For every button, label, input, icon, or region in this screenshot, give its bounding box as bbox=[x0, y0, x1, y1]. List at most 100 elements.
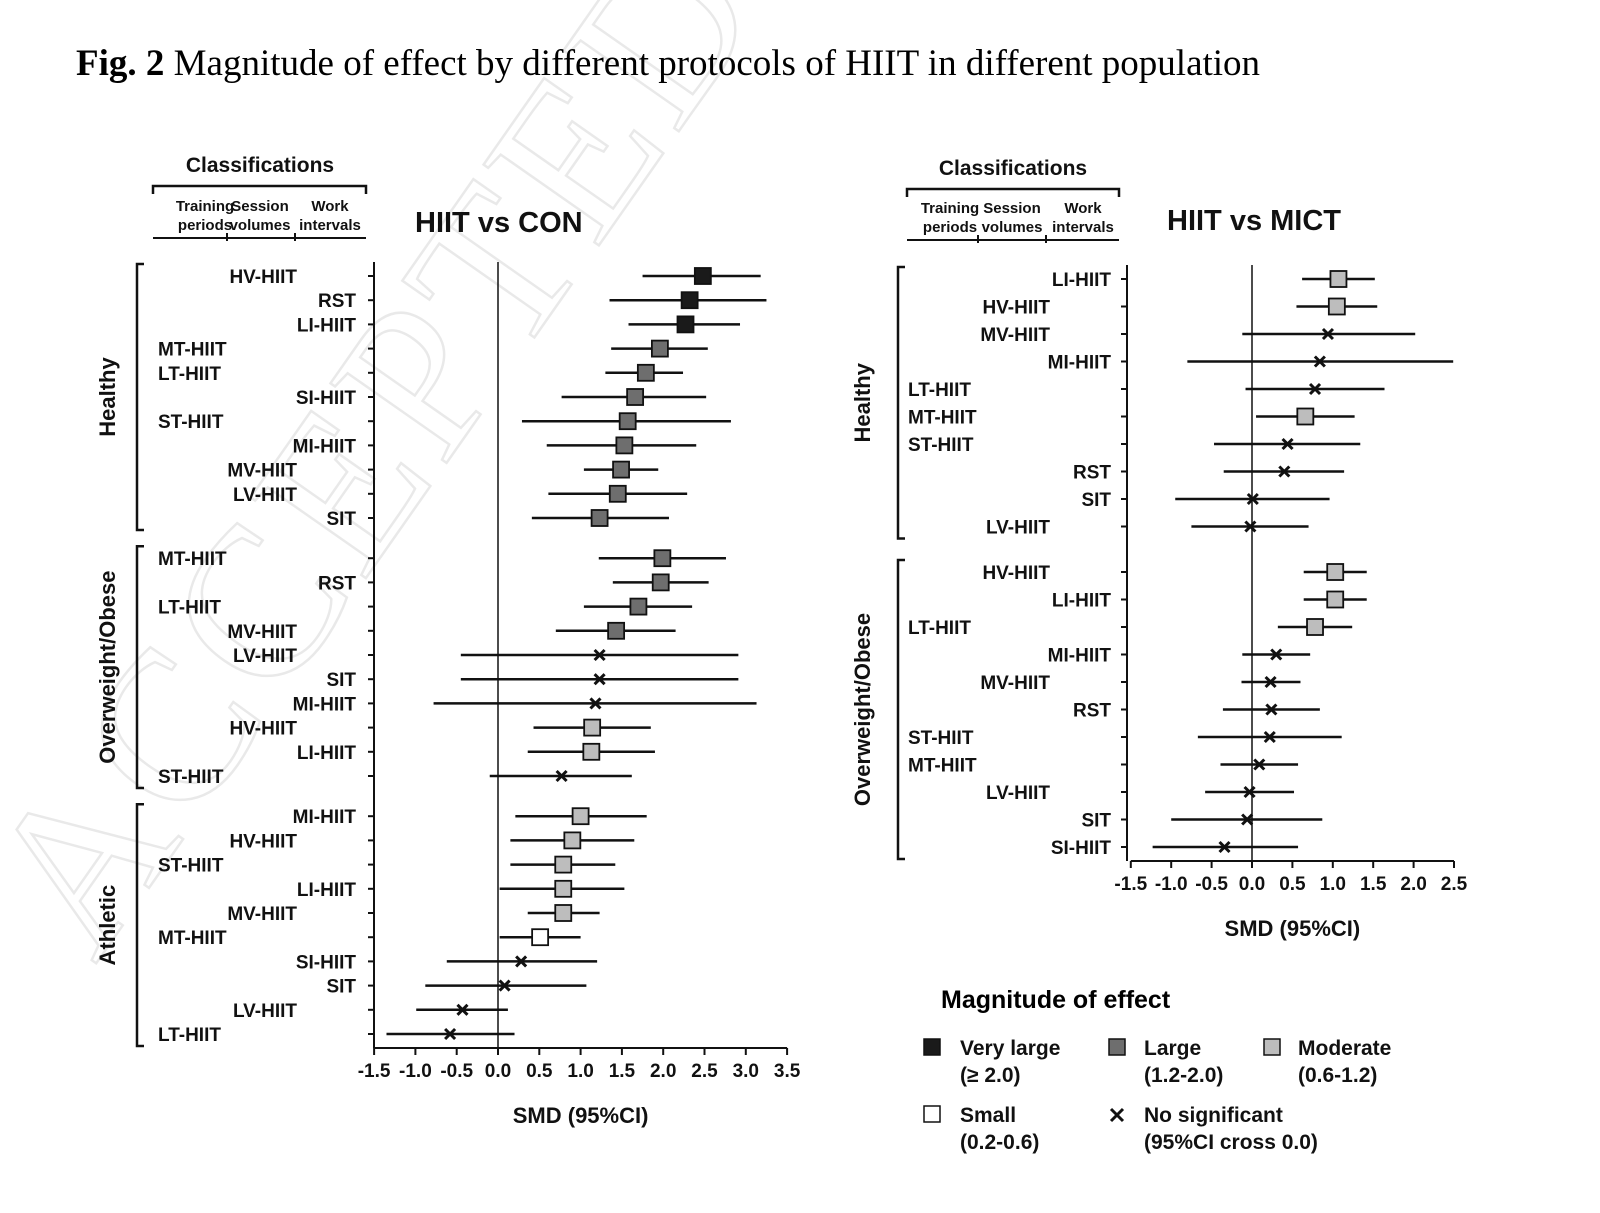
point-marker-square bbox=[1326, 590, 1345, 609]
x-tick-label: 3.0 bbox=[733, 1061, 759, 1082]
point-marker-square bbox=[676, 315, 695, 334]
point-marker-x bbox=[1246, 492, 1259, 506]
point-marker-square bbox=[607, 621, 626, 640]
point-marker-x bbox=[1253, 758, 1266, 771]
classification-header-3-line2: intervals bbox=[1052, 219, 1114, 236]
legend-swatch-small bbox=[923, 1105, 941, 1123]
point-marker-square bbox=[1306, 618, 1324, 636]
point-marker-square bbox=[554, 904, 573, 922]
row-label: LI-HIIT bbox=[297, 315, 356, 336]
x-tick-label: 0.5 bbox=[1279, 874, 1306, 895]
classification-header-1-line2: periods bbox=[923, 219, 977, 236]
row-label: LV-HIIT bbox=[986, 518, 1050, 539]
point-marker-square bbox=[1327, 297, 1346, 316]
classifications-bracket bbox=[905, 187, 1121, 197]
x-tick-label: 2.0 bbox=[1400, 874, 1426, 895]
classifications-title: Classifications bbox=[186, 154, 334, 177]
x-tick-label: 0.0 bbox=[485, 1061, 511, 1082]
point-marker-x bbox=[1281, 437, 1294, 451]
classifications-title: Classifications bbox=[939, 157, 1087, 180]
row-label: LT-HIIT bbox=[158, 598, 221, 619]
point-marker-x bbox=[1278, 465, 1291, 478]
point-marker-x bbox=[589, 697, 602, 710]
row-label: ST-HIIT bbox=[158, 856, 224, 877]
row-label: HV-HIIT bbox=[982, 563, 1050, 584]
point-marker-square bbox=[531, 928, 550, 947]
x-tick-label: -1.5 bbox=[358, 1061, 391, 1082]
classification-header-3: Work bbox=[1064, 200, 1102, 217]
legend-item-moderate: Moderate (0.6-1.2) bbox=[1263, 1037, 1391, 1087]
legend-sub-very-large: (≥ 2.0) bbox=[960, 1064, 1021, 1087]
point-marker-x bbox=[498, 979, 511, 992]
row-label: MI-HIIT bbox=[293, 694, 357, 715]
legend-label-no-significant: No significant bbox=[1144, 1104, 1283, 1127]
row-label: HV-HIIT bbox=[982, 298, 1050, 319]
row-label: MV-HIIT bbox=[980, 325, 1050, 346]
x-tick-label: -1.0 bbox=[1155, 874, 1188, 895]
point-marker-square bbox=[1296, 407, 1315, 426]
x-axis-label: SMD (95%CI) bbox=[1225, 916, 1361, 941]
classifications-bracket bbox=[151, 184, 368, 194]
x-tick-label: 1.0 bbox=[567, 1061, 593, 1082]
row-label: RST bbox=[1073, 463, 1111, 484]
group-healthy: HV-HIIT RST LI-HIIT MT-HIIT LT-HIIT SI-HIIT ST… bbox=[95, 262, 767, 532]
row-label: SIT bbox=[1081, 811, 1111, 832]
row-label: SIT bbox=[1081, 490, 1111, 511]
point-marker-square bbox=[680, 291, 699, 310]
row-label: HV-HIIT bbox=[229, 719, 297, 740]
row-label: MT-HIIT bbox=[908, 756, 977, 777]
row-label: SIT bbox=[326, 509, 356, 530]
row-label: LT-HIIT bbox=[158, 364, 221, 385]
legend-sub-small: (0.2-0.6) bbox=[960, 1131, 1039, 1154]
classification-header-3-line2: intervals bbox=[299, 217, 361, 234]
row-label: MV-HIIT bbox=[227, 622, 297, 643]
row-label: SI-HIIT bbox=[296, 388, 357, 409]
forest-panel-2: Classifications Training periods Session vol… bbox=[850, 157, 1468, 941]
legend-sub-large: (1.2-2.0) bbox=[1144, 1064, 1223, 1087]
x-tick-label: 3.5 bbox=[774, 1061, 801, 1082]
group-bracket bbox=[896, 558, 905, 861]
legend-swatch-large bbox=[1108, 1038, 1126, 1056]
x-tick-label: -1.5 bbox=[1114, 874, 1147, 895]
group-label: Healthy bbox=[95, 357, 120, 437]
row-label: SI-HIIT bbox=[1051, 838, 1112, 859]
group-bracket bbox=[135, 802, 144, 1048]
row-label: LV-HIIT bbox=[233, 1001, 297, 1022]
row-label: MI-HIIT bbox=[1048, 353, 1112, 374]
legend-item-very-large: Very large (≥ 2.0) bbox=[923, 1037, 1060, 1087]
group-label: Athletic bbox=[95, 885, 120, 966]
legend-swatch-very-large bbox=[923, 1038, 941, 1056]
row-label: MT-HIIT bbox=[908, 408, 977, 429]
point-marker-x bbox=[515, 955, 528, 968]
row-label: RST bbox=[318, 573, 356, 594]
row-label: MV-HIIT bbox=[980, 673, 1050, 694]
group-bracket bbox=[135, 544, 144, 790]
point-marker-x bbox=[1243, 785, 1256, 799]
row-label: RST bbox=[318, 291, 356, 312]
x-tick-label: -0.5 bbox=[1195, 874, 1228, 895]
point-marker-x bbox=[1270, 648, 1283, 661]
point-marker-square bbox=[571, 807, 590, 826]
x-tick-label: -0.5 bbox=[440, 1061, 473, 1082]
legend-item-small: Small (0.2-0.6) bbox=[923, 1104, 1039, 1154]
x-axis-label: SMD (95%CI) bbox=[513, 1103, 649, 1128]
point-marker-x bbox=[1263, 730, 1276, 744]
classification-header-2: Session bbox=[231, 198, 289, 215]
row-label: SIT bbox=[326, 977, 356, 998]
point-marker-x bbox=[1241, 813, 1254, 826]
legend-title: Magnitude of effect bbox=[941, 986, 1171, 1014]
point-marker-x bbox=[555, 769, 568, 783]
point-marker-x bbox=[1313, 355, 1326, 368]
row-label: MV-HIIT bbox=[227, 461, 297, 482]
row-label: MI-HIIT bbox=[1048, 646, 1112, 667]
x-tick-label: 2.5 bbox=[1441, 874, 1468, 895]
point-marker-x bbox=[444, 1027, 457, 1041]
row-label: HV-HIIT bbox=[229, 831, 297, 852]
point-marker-square bbox=[583, 718, 602, 737]
x-tick-label: 0.0 bbox=[1239, 874, 1265, 895]
legend-label-moderate: Moderate bbox=[1298, 1037, 1391, 1060]
point-marker-square bbox=[618, 412, 637, 431]
